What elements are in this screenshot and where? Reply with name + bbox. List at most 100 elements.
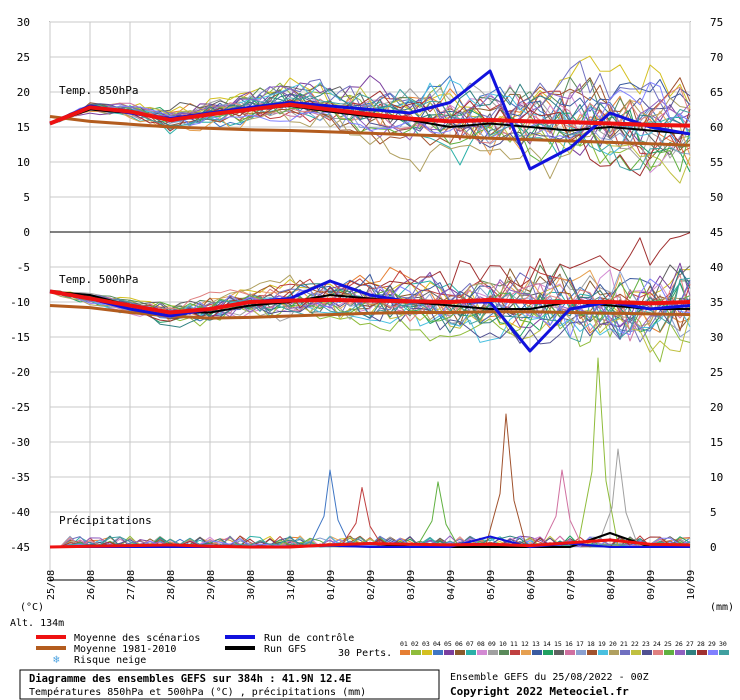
legend-label-snow: Risque neige (74, 655, 146, 666)
x-tick-label: 28/08 (166, 570, 177, 600)
member-legend-swatch (598, 650, 608, 655)
x-tick-label: 03/09 (406, 570, 417, 600)
footer-subtitle: Températures 850hPa et 500hPa (°C) , pré… (29, 686, 366, 698)
right-tick-label: 65 (710, 86, 723, 99)
ensemble-member-line (49, 232, 691, 322)
x-tick-label: 27/08 (126, 570, 137, 600)
member-legend-swatch (664, 650, 674, 655)
member-legend-swatch (433, 650, 443, 655)
panel-label-precip: Précipitations (59, 514, 152, 527)
member-legend-swatch (477, 650, 487, 655)
member-legend-swatch (543, 650, 553, 655)
left-tick-label: -5 (17, 261, 30, 274)
footer: Diagramme des ensembles GEFS sur 384h : … (19, 669, 649, 700)
left-tick-label: -20 (10, 366, 30, 379)
legend: Moyenne des scénarios Moyenne 1981-2010 … (36, 632, 729, 666)
member-legend-label: 28 (697, 640, 705, 648)
left-tick-label: -45 (10, 541, 30, 554)
member-legend-label: 07 (466, 640, 474, 648)
member-legend-label: 30 (719, 640, 727, 648)
left-tick-label: -15 (10, 331, 30, 344)
member-legend-label: 03 (422, 640, 430, 648)
member-legend-swatch (609, 650, 619, 655)
member-legend-swatch (587, 650, 597, 655)
member-legend-label: 05 (444, 640, 452, 648)
member-legend-swatch (499, 650, 509, 655)
member-color-legend: 01 02 03 04 05 06 07 08 09 10 11 12 13 14 15 16 17 18 19 20… (400, 640, 729, 655)
footer-box (19, 669, 440, 700)
x-tick-label: 02/09 (366, 570, 377, 600)
member-legend-label: 22 (631, 640, 639, 648)
left-tick-label: -10 (10, 296, 30, 309)
member-legend-swatch (631, 650, 641, 655)
x-tick-label: 25/08 (46, 570, 57, 600)
left-tick-label: -25 (10, 401, 30, 414)
member-legend-swatch (554, 650, 564, 655)
member-legend-label: 21 (620, 640, 628, 648)
member-legend-swatch (565, 650, 575, 655)
right-tick-label: 25 (710, 366, 723, 379)
member-legend-label: 27 (686, 640, 694, 648)
x-tick-label: 08/09 (606, 570, 617, 600)
x-tick-label: 04/09 (446, 570, 457, 600)
precip-peak-line (341, 487, 383, 546)
member-legend-swatch (719, 650, 729, 655)
legend-label-gfs: Run GFS (264, 644, 306, 655)
member-legend-label: 18 (587, 640, 595, 648)
x-tick-label: 31/08 (286, 570, 297, 600)
panel-labels: Temp. 850hPa Temp. 500hPa Précipitations (59, 84, 152, 527)
member-legend-swatch (642, 650, 652, 655)
x-tick-label: 30/08 (246, 570, 257, 600)
climatology-850-line (49, 115, 691, 147)
precip-peak-line (541, 469, 583, 546)
x-tick-label: 06/09 (526, 570, 537, 600)
member-legend-label: 15 (554, 640, 562, 648)
member-legend-label: 02 (411, 640, 419, 648)
right-tick-label: 45 (710, 226, 723, 239)
left-tick-label: 15 (17, 121, 30, 134)
x-tick-label: 09/09 (646, 570, 657, 600)
precip-peak-line (309, 469, 351, 546)
right-tick-label: 40 (710, 261, 723, 274)
member-legend-label: 10 (499, 640, 507, 648)
right-tick-label: 60 (710, 121, 723, 134)
member-legend-label: 11 (510, 640, 518, 648)
member-legend-swatch (697, 650, 707, 655)
legend-label-control: Run de contrôle (264, 632, 354, 644)
member-legend-label: 13 (532, 640, 540, 648)
member-legend-label: 26 (675, 640, 683, 648)
panel-label-500: Temp. 500hPa (59, 273, 138, 286)
member-legend-label: 12 (521, 640, 529, 648)
member-legend-label: 16 (565, 640, 573, 648)
member-legend-label: 23 (642, 640, 650, 648)
member-legend-swatch (455, 650, 465, 655)
member-legend-swatch (708, 650, 718, 655)
left-tick-label: -40 (10, 506, 30, 519)
member-legend-swatch (686, 650, 696, 655)
left-tick-label: 20 (17, 86, 30, 99)
member-legend-swatch (620, 650, 630, 655)
right-tick-label: 0 (710, 541, 717, 554)
member-legend-label: 20 (609, 640, 617, 648)
precip-peak-line (597, 448, 639, 546)
member-legend-label: 25 (664, 640, 672, 648)
altitude-label: Alt. 134m (10, 618, 64, 629)
ensemble-member-line (49, 86, 691, 184)
right-unit-label: (mm) (710, 602, 734, 613)
footer-copyright: Copyright 2022 Meteociel.fr (450, 685, 629, 698)
member-legend-swatch (422, 650, 432, 655)
mean-precip-line (49, 538, 691, 549)
member-legend-swatch (510, 650, 520, 655)
left-tick-label: -35 (10, 471, 30, 484)
footer-title: Diagramme des ensembles GEFS sur 384h : … (29, 673, 351, 685)
precip-peak-line (485, 413, 527, 546)
member-legend-label: 24 (653, 640, 661, 648)
left-tick-label: 0 (23, 226, 30, 239)
member-legend-swatch (466, 650, 476, 655)
right-tick-label: 70 (710, 51, 723, 64)
left-tick-label: 30 (17, 16, 30, 29)
left-tick-label: 25 (17, 51, 30, 64)
legend-label-perts: 30 Perts. (338, 648, 392, 659)
x-tick-label: 26/08 (86, 570, 97, 600)
